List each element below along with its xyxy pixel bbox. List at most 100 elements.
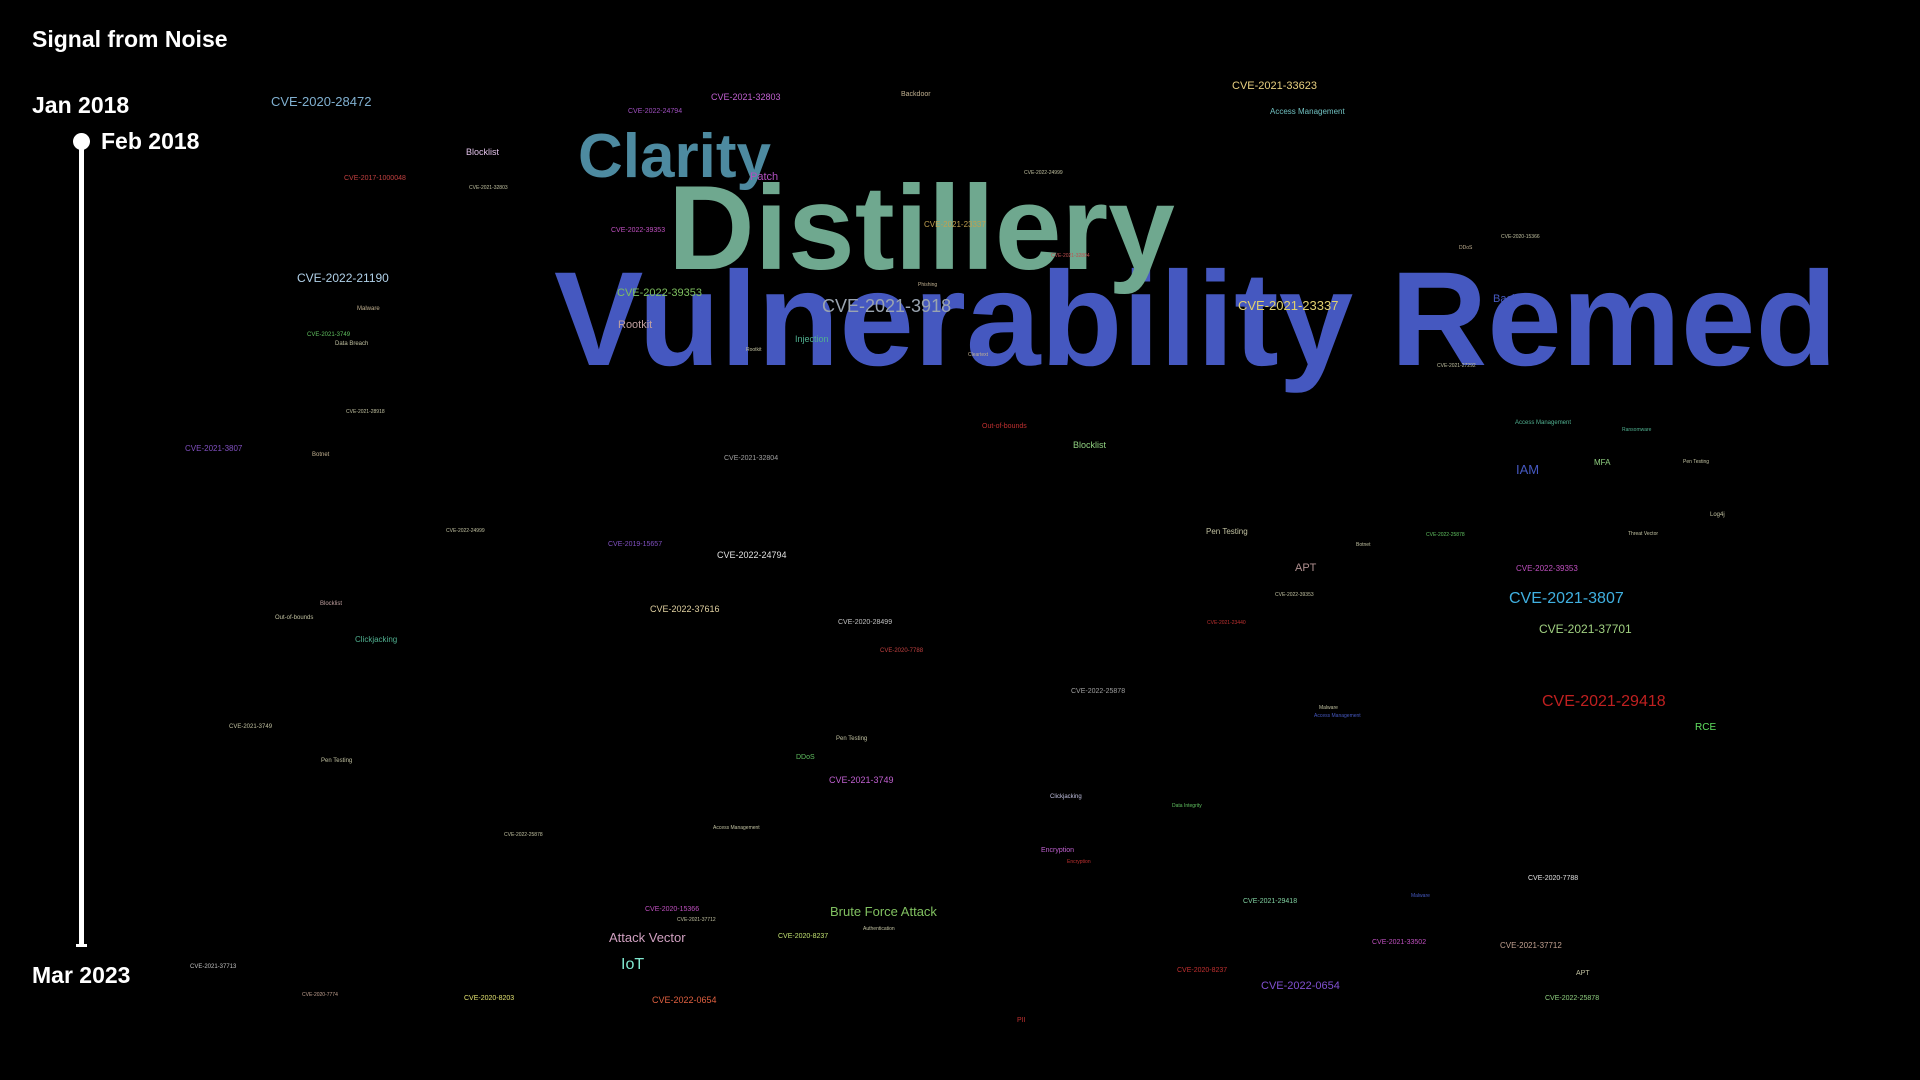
cloud-term: CVE-2021-32804 <box>1051 253 1090 259</box>
cloud-term: CVE-2021-37712 <box>1500 941 1562 950</box>
cloud-term: Clickjacking <box>355 635 398 644</box>
cloud-term: Access Management <box>1515 420 1572 426</box>
cloud-term: Pen Testing <box>1683 459 1710 465</box>
cloud-term: Patch <box>750 171 779 183</box>
timeline-end-cap <box>76 944 87 947</box>
cloud-term: CVE-2020-8237 <box>1177 967 1228 974</box>
cloud-term: CVE-2022-24999 <box>1024 170 1063 176</box>
cloud-term: Cleartext <box>968 352 989 358</box>
cloud-term: Out-of-bounds <box>275 615 314 621</box>
cloud-term: DDoS <box>1459 245 1473 251</box>
app-title: Signal from Noise <box>32 26 228 52</box>
cloud-term: Brute Force Attack <box>830 904 937 919</box>
cloud-term: Data Integrity <box>1172 803 1202 809</box>
cloud-term: Out-of-bounds <box>982 423 1027 430</box>
cloud-term: CVE-2021-37713 <box>190 964 237 970</box>
cloud-term: CVE-2022-39353 <box>1516 564 1578 573</box>
cloud-term: CVE-2021-33623 <box>1232 80 1318 92</box>
cloud-term: CVE-2022-25878 <box>504 832 543 838</box>
cloud-term: CVE-2021-3749 <box>829 775 894 785</box>
cloud-term: Attack Vector <box>609 930 686 945</box>
cloud-term: Rootkit <box>618 319 653 331</box>
cloud-term: CVE-2022-37616 <box>650 604 720 614</box>
cloud-term: CVE-2021-3918 <box>822 296 952 316</box>
timeline-end-label: Mar 2023 <box>32 962 131 988</box>
cloud-term: CVE-2021-3807 <box>185 444 243 453</box>
cloud-term: Botnet <box>1356 542 1371 548</box>
cloud-term: CVE-2022-24794 <box>628 108 683 115</box>
cloud-term: CVE-2021-3749 <box>307 332 351 338</box>
cloud-term: CVE-2022-39353 <box>617 287 703 299</box>
cloud-term: CVE-2021-37712 <box>677 917 716 923</box>
cloud-term: CVE-2021-33502 <box>1372 939 1427 946</box>
cloud-term: CVE-2017-1000048 <box>344 175 406 182</box>
cloud-term: CVE-2019-15657 <box>608 541 663 548</box>
cloud-term: PII <box>1017 1017 1026 1024</box>
cloud-term: Botnet <box>312 452 330 458</box>
cloud-term: CVE-2020-8203 <box>464 995 515 1002</box>
cloud-term: Backdoor <box>901 91 931 98</box>
cloud-term: Threat Vector <box>1628 531 1659 537</box>
cloud-term: CVE-2021-27292 <box>1437 363 1476 369</box>
timeline-slider-handle[interactable] <box>73 133 90 150</box>
cloud-term: APT <box>1295 562 1317 574</box>
cloud-term: MFA <box>1594 458 1611 467</box>
cloud-term: CVE-2020-7774 <box>302 992 338 998</box>
cloud-term: CVE-2021-3749 <box>229 724 273 730</box>
cloud-term: Malware <box>1411 893 1430 899</box>
cloud-term: CVE-2021-28918 <box>346 409 385 415</box>
cloud-term: CVE-2022-25878 <box>1426 532 1465 538</box>
cloud-term: RCE <box>1695 722 1717 733</box>
cloud-term: CVE-2020-28499 <box>838 619 893 626</box>
cloud-term: Encryption <box>1041 847 1075 854</box>
cloud-term: Phishing <box>918 282 938 288</box>
cloud-term: CVE-2021-23337 <box>1238 298 1339 313</box>
cloud-term: IoT <box>621 956 645 973</box>
cloud-term: CVE-2021-32803 <box>469 185 508 191</box>
cloud-term: CVE-2021-29418 <box>1243 898 1298 905</box>
cloud-term: CVE-2021-32803 <box>711 92 781 102</box>
cloud-term: CVE-2022-24794 <box>717 550 787 560</box>
cloud-term: Blocklist <box>466 147 500 157</box>
cloud-term: APT <box>1576 970 1590 977</box>
cloud-term: Clickjacking <box>1050 794 1082 800</box>
cloud-term: Backdoor <box>1493 293 1540 305</box>
cloud-term: CVE-2021-23337 <box>924 220 986 229</box>
cloud-term: IAM <box>1516 462 1540 477</box>
cloud-term: DDoS <box>796 754 815 761</box>
cloud-term: Access Management <box>713 825 760 831</box>
cloud-term: Vulnerability Remed <box>554 245 1838 394</box>
cloud-term: Access Management <box>1314 713 1361 719</box>
cloud-term: CVE-2022-25878 <box>1545 995 1600 1002</box>
cloud-term: Log4j <box>1710 512 1725 518</box>
timeline-start-label: Jan 2018 <box>32 92 130 118</box>
cloud-term: Authentication <box>863 926 895 932</box>
cloud-term: Clarity <box>578 122 771 191</box>
cloud-term: Access Management <box>1270 107 1345 116</box>
cloud-term: CVE-2020-8237 <box>778 933 829 940</box>
cloud-term: CVE-2022-24999 <box>446 528 485 534</box>
cloud-term: CVE-2020-28472 <box>271 94 372 109</box>
timeline-current-label: Feb 2018 <box>101 128 200 154</box>
cloud-term: CVE-2022-39353 <box>1275 592 1314 598</box>
cloud-term: Pen Testing <box>1206 527 1248 536</box>
cloud-term: CVE-2022-21190 <box>297 271 389 285</box>
cloud-term: CVE-2021-23440 <box>1207 620 1246 626</box>
cloud-term: Encryption <box>1067 859 1091 865</box>
cloud-term: Pen Testing <box>836 736 868 742</box>
cloud-term: CVE-2022-0654 <box>1261 980 1340 992</box>
cloud-term: Malware <box>357 306 380 312</box>
cloud-term: Pen Testing <box>321 758 353 764</box>
cloud-term: Blocklist <box>1073 440 1107 450</box>
cloud-term: CVE-2022-0654 <box>652 995 717 1005</box>
cloud-term: CVE-2021-29418 <box>1542 693 1666 710</box>
cloud-term: CVE-2020-7788 <box>880 648 924 654</box>
timeline-track[interactable] <box>79 142 84 946</box>
cloud-term: Blocklist <box>320 601 343 607</box>
cloud-term: CVE-2021-3807 <box>1509 590 1624 607</box>
cloud-term: Distillery <box>668 161 1175 295</box>
cloud-term: Ransomware <box>1622 427 1652 433</box>
cloud-term: CVE-2021-37701 <box>1539 622 1632 636</box>
cloud-term: Data Breach <box>335 341 369 347</box>
